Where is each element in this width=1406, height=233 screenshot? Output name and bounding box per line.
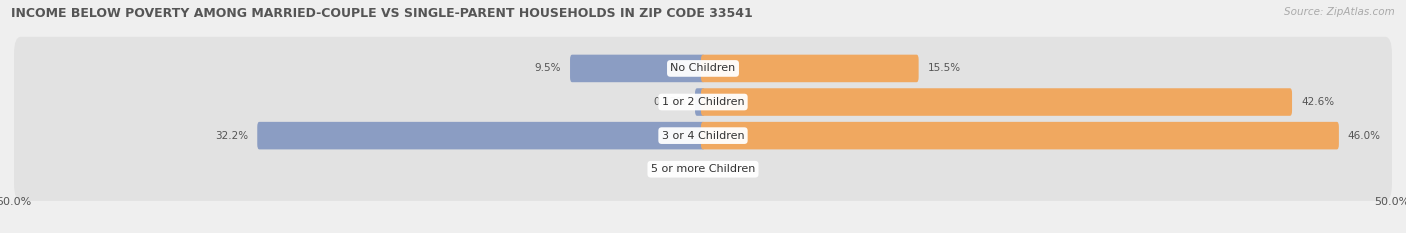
FancyBboxPatch shape xyxy=(14,70,1392,134)
FancyBboxPatch shape xyxy=(14,37,1392,100)
Text: Source: ZipAtlas.com: Source: ZipAtlas.com xyxy=(1284,7,1395,17)
Text: 46.0%: 46.0% xyxy=(1348,131,1381,141)
Text: 42.6%: 42.6% xyxy=(1301,97,1334,107)
FancyBboxPatch shape xyxy=(569,55,704,82)
Text: 0.43%: 0.43% xyxy=(652,97,686,107)
Text: 5 or more Children: 5 or more Children xyxy=(651,164,755,174)
Text: 1 or 2 Children: 1 or 2 Children xyxy=(662,97,744,107)
FancyBboxPatch shape xyxy=(14,137,1392,201)
Text: No Children: No Children xyxy=(671,63,735,73)
FancyBboxPatch shape xyxy=(14,104,1392,167)
FancyBboxPatch shape xyxy=(702,88,1292,116)
FancyBboxPatch shape xyxy=(257,122,704,149)
FancyBboxPatch shape xyxy=(702,55,918,82)
Text: 32.2%: 32.2% xyxy=(215,131,249,141)
Text: 0.0%: 0.0% xyxy=(714,164,741,174)
FancyBboxPatch shape xyxy=(695,88,704,116)
Text: 0.0%: 0.0% xyxy=(665,164,692,174)
Text: 9.5%: 9.5% xyxy=(534,63,561,73)
FancyBboxPatch shape xyxy=(702,122,1339,149)
Text: 3 or 4 Children: 3 or 4 Children xyxy=(662,131,744,141)
Text: INCOME BELOW POVERTY AMONG MARRIED-COUPLE VS SINGLE-PARENT HOUSEHOLDS IN ZIP COD: INCOME BELOW POVERTY AMONG MARRIED-COUPL… xyxy=(11,7,754,20)
Text: 15.5%: 15.5% xyxy=(928,63,960,73)
